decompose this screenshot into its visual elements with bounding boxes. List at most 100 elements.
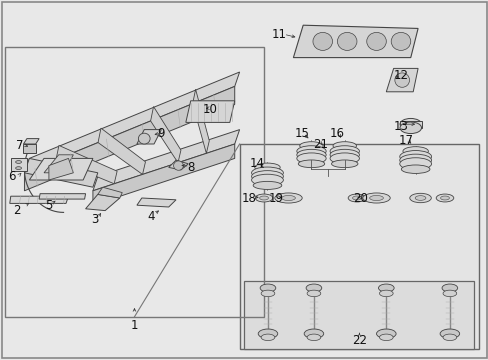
Text: 14: 14 <box>249 157 264 170</box>
Ellipse shape <box>259 196 268 200</box>
Text: 20: 20 <box>353 192 367 204</box>
Polygon shape <box>93 130 239 191</box>
Ellipse shape <box>261 334 274 341</box>
Polygon shape <box>185 101 234 122</box>
Text: 10: 10 <box>203 103 217 116</box>
Polygon shape <box>150 107 181 163</box>
Ellipse shape <box>379 334 392 341</box>
Text: 6: 6 <box>8 170 16 183</box>
Text: 9: 9 <box>157 127 165 140</box>
Text: 4: 4 <box>147 210 155 222</box>
Ellipse shape <box>441 284 457 292</box>
Polygon shape <box>44 155 73 173</box>
Ellipse shape <box>329 153 359 164</box>
Ellipse shape <box>337 32 356 50</box>
Ellipse shape <box>258 329 277 338</box>
Ellipse shape <box>261 290 274 297</box>
Ellipse shape <box>304 329 323 338</box>
Ellipse shape <box>366 32 386 50</box>
Ellipse shape <box>331 160 357 168</box>
Text: 17: 17 <box>398 134 412 147</box>
Ellipse shape <box>435 194 453 202</box>
Ellipse shape <box>379 290 392 297</box>
Ellipse shape <box>442 290 456 297</box>
Ellipse shape <box>16 161 21 163</box>
Ellipse shape <box>312 32 332 50</box>
Ellipse shape <box>138 133 150 144</box>
Text: 16: 16 <box>329 127 344 140</box>
Text: 15: 15 <box>294 127 309 140</box>
Ellipse shape <box>299 142 323 150</box>
Text: 3: 3 <box>91 213 99 226</box>
Polygon shape <box>23 139 39 144</box>
Ellipse shape <box>306 290 320 297</box>
Ellipse shape <box>251 167 283 179</box>
Ellipse shape <box>402 147 427 156</box>
Polygon shape <box>56 145 117 184</box>
Ellipse shape <box>399 158 430 170</box>
Ellipse shape <box>409 193 430 203</box>
Bar <box>244 281 473 349</box>
Polygon shape <box>137 130 161 144</box>
Polygon shape <box>168 160 188 170</box>
Text: 19: 19 <box>268 192 283 204</box>
Polygon shape <box>98 187 122 198</box>
Ellipse shape <box>347 194 365 202</box>
Polygon shape <box>10 196 68 203</box>
Ellipse shape <box>352 196 361 200</box>
Ellipse shape <box>329 146 359 157</box>
Ellipse shape <box>305 284 321 292</box>
Ellipse shape <box>253 181 281 189</box>
Ellipse shape <box>260 284 275 292</box>
Polygon shape <box>85 194 120 211</box>
Polygon shape <box>24 86 234 191</box>
Bar <box>5 47 264 317</box>
Ellipse shape <box>394 73 408 87</box>
Ellipse shape <box>296 149 325 160</box>
Ellipse shape <box>173 161 183 170</box>
Ellipse shape <box>16 167 21 170</box>
Ellipse shape <box>296 153 325 164</box>
Ellipse shape <box>274 193 302 203</box>
Text: 22: 22 <box>351 334 366 347</box>
Ellipse shape <box>306 334 320 341</box>
Polygon shape <box>93 144 234 205</box>
Ellipse shape <box>399 150 430 163</box>
Text: 5: 5 <box>45 199 53 212</box>
Text: 18: 18 <box>242 192 256 204</box>
Polygon shape <box>293 25 417 58</box>
Polygon shape <box>192 89 209 153</box>
Polygon shape <box>137 198 176 207</box>
Ellipse shape <box>414 196 425 200</box>
Text: 2: 2 <box>13 204 21 217</box>
Ellipse shape <box>399 154 430 166</box>
Text: 1: 1 <box>130 319 138 332</box>
Ellipse shape <box>251 171 283 182</box>
Ellipse shape <box>332 142 356 150</box>
Ellipse shape <box>298 160 324 168</box>
Ellipse shape <box>281 195 295 201</box>
Ellipse shape <box>439 329 459 338</box>
Polygon shape <box>98 128 145 175</box>
Ellipse shape <box>296 146 325 157</box>
Ellipse shape <box>390 32 410 50</box>
Polygon shape <box>29 158 93 180</box>
Ellipse shape <box>399 122 421 134</box>
Ellipse shape <box>329 149 359 160</box>
Ellipse shape <box>399 118 421 130</box>
Ellipse shape <box>378 284 393 292</box>
Polygon shape <box>24 72 239 173</box>
Polygon shape <box>386 68 417 92</box>
Ellipse shape <box>401 165 429 174</box>
Polygon shape <box>11 158 27 171</box>
Text: 8: 8 <box>186 161 194 174</box>
Polygon shape <box>23 144 36 153</box>
Text: 7: 7 <box>16 139 23 152</box>
Ellipse shape <box>369 195 383 201</box>
Bar <box>239 144 478 349</box>
Text: 13: 13 <box>393 120 407 132</box>
Ellipse shape <box>440 196 448 200</box>
Text: 12: 12 <box>393 69 407 82</box>
Ellipse shape <box>376 329 395 338</box>
Polygon shape <box>39 194 85 199</box>
